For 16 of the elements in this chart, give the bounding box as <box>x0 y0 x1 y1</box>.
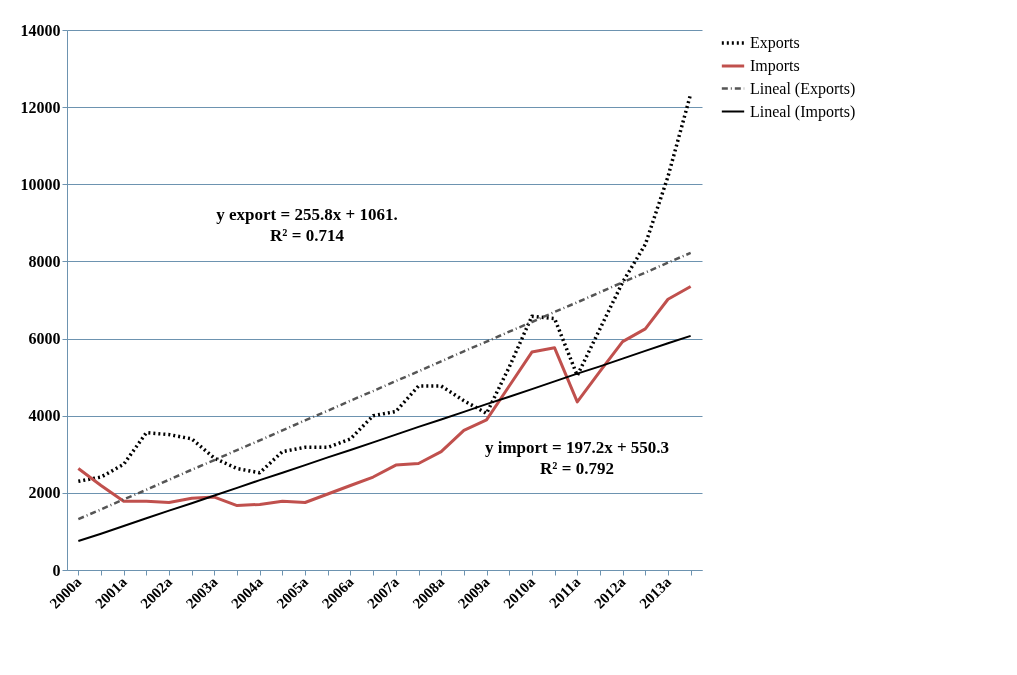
legend-label: Lineal (Imports) <box>750 102 856 121</box>
line-series <box>77 251 692 521</box>
y-tick-label: 14000 <box>20 21 61 39</box>
line-series <box>76 285 693 508</box>
legend-label: Exports <box>750 34 800 52</box>
y-tick-label: 0 <box>52 561 61 579</box>
annotation: y export = 255.8x + 1061. R² = 0.714 <box>216 205 398 245</box>
y-tick-label: 8000 <box>28 252 61 270</box>
y-tick-label: 10000 <box>20 175 61 193</box>
y-tick-label: 4000 <box>28 407 61 425</box>
legend-label: Imports <box>750 57 800 75</box>
annotation: y import = 197.2x + 550.3 R² = 0.792 <box>484 438 670 478</box>
legend-label: Lineal (Exports) <box>750 79 856 98</box>
y-tick-label: 12000 <box>20 98 61 116</box>
y-tick-label: 6000 <box>28 330 61 348</box>
y-tick-label: 2000 <box>28 484 61 502</box>
